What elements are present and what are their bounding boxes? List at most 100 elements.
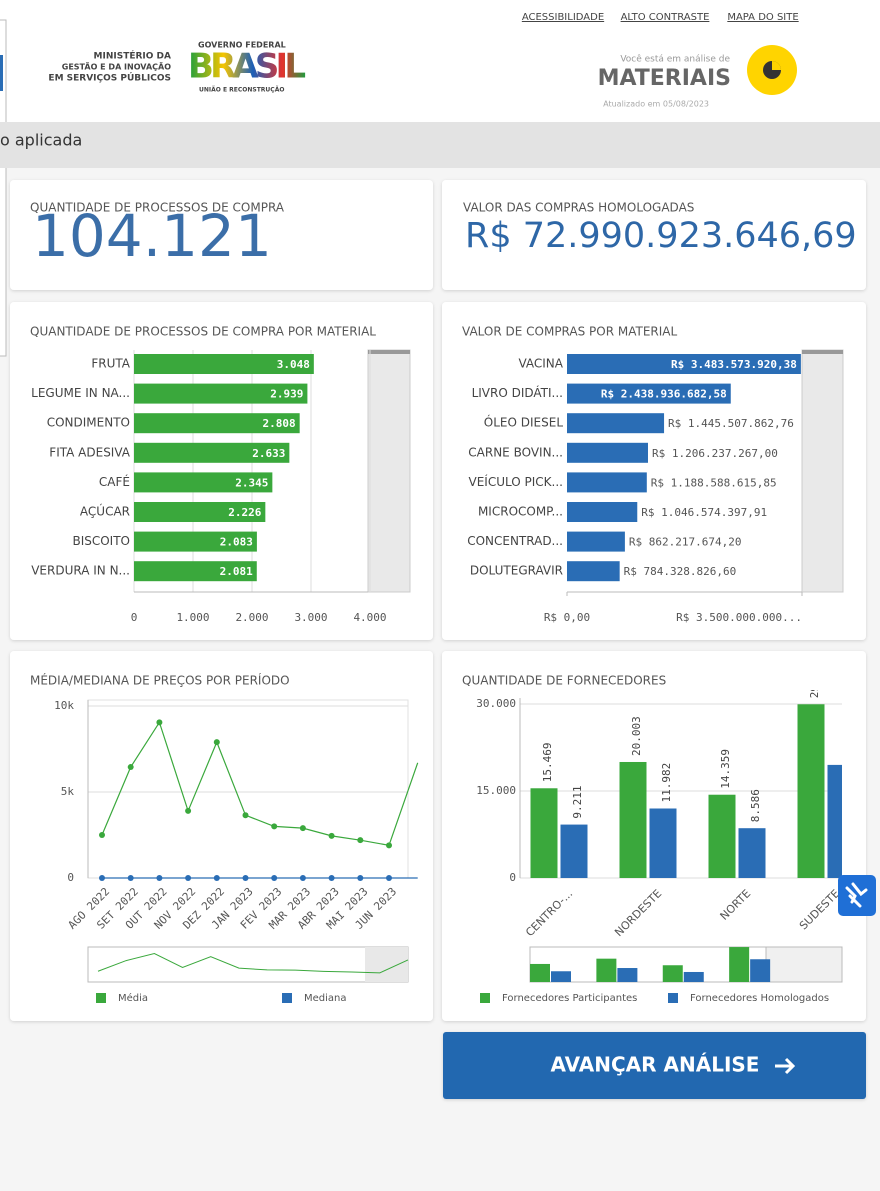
- action-button[interactable]: [443, 1032, 866, 1099]
- value-label: R$ 2.438.936.682,58: [601, 388, 727, 401]
- scrollbar: [801, 349, 844, 593]
- gov-logo-bottom: UNIÃO E RECONSTRUÇÃO: [199, 87, 284, 94]
- point: [127, 764, 134, 771]
- point: [328, 875, 335, 881]
- bar: [567, 383, 731, 404]
- category-label: CARNE BOVIN...: [468, 445, 563, 459]
- value-label: 3.048: [277, 358, 310, 371]
- chart-card: [10, 302, 433, 640]
- point: [213, 875, 220, 881]
- x-tick-label: 3.000: [294, 611, 327, 624]
- navigator-bar: [750, 959, 771, 982]
- y-tick-label: 0: [67, 871, 74, 884]
- value-label: 11.982: [660, 763, 673, 803]
- sign-language-icon: [845, 882, 868, 908]
- value-label: 15.469: [541, 743, 554, 783]
- kpi-title: QUANTIDADE DE PROCESSOS DE COMPRA: [30, 201, 285, 215]
- link[interactable]: ACESSIBILIDADE: [522, 12, 604, 23]
- category-label: VACINA: [518, 357, 563, 371]
- category-label: CONCENTRAD...: [467, 534, 563, 548]
- legend-swatch: [668, 993, 678, 1003]
- value-label: 2.939: [270, 388, 303, 401]
- analysis-subject: MATERIAIS: [598, 66, 731, 91]
- filter-text: o aplicada: [0, 131, 82, 150]
- navigator-bar: [683, 971, 704, 982]
- link[interactable]: ALTO CONTRASTE: [621, 12, 710, 23]
- filter-bar: [0, 122, 880, 168]
- ministry-line: EM SERVIÇOS PÚBLICOS: [48, 72, 171, 84]
- point: [213, 739, 220, 746]
- navigator-bar: [729, 947, 750, 982]
- chart-title: VALOR DE COMPRAS POR MATERIAL: [462, 325, 678, 339]
- value-label: 2.808: [263, 417, 296, 430]
- analysis-label: Você está em análise de: [620, 54, 730, 65]
- value-label: 2.081: [220, 565, 253, 578]
- navigator-outside: [365, 947, 408, 982]
- value-label: R$ 3.483.573.920,38: [671, 358, 797, 371]
- value-label: 8.586: [749, 789, 762, 822]
- point: [299, 825, 306, 832]
- legend-swatch: [96, 993, 106, 1003]
- series-line: [101, 720, 419, 847]
- kpi-title: VALOR DAS COMPRAS HOMOLOGADAS: [463, 201, 694, 215]
- value-label: 2.345: [235, 476, 268, 489]
- value-label: 9.211: [571, 785, 584, 818]
- value-label: 2.083: [220, 536, 253, 549]
- category-label: VERDURA IN N...: [31, 564, 130, 578]
- action-button-label: AVANÇAR ANÁLISE: [551, 1053, 760, 1077]
- y-tick-label: 0: [509, 871, 516, 884]
- side-panel: [0, 19, 7, 357]
- gov-logo-top: GOVERNO FEDERAL: [198, 41, 286, 50]
- bar: [567, 354, 801, 374]
- kpi-card: [10, 180, 433, 290]
- chart-card: [442, 302, 866, 640]
- y-tick-label: 10k: [54, 699, 74, 712]
- scrollbar-thumb: [368, 350, 410, 354]
- ministry-line: GESTÃO E DA INOVAÇÃO: [62, 62, 171, 72]
- accessibility-button[interactable]: [838, 875, 876, 916]
- point: [99, 832, 105, 838]
- bar: [797, 704, 825, 878]
- value-label: R$ 1.188.588.615,85: [651, 476, 777, 489]
- point: [156, 719, 163, 726]
- scrollbar: [367, 349, 411, 593]
- value-label: R$ 1.206.237.267,00: [652, 447, 778, 460]
- category-label: MICROCOMP...: [478, 505, 563, 519]
- bar: [134, 561, 257, 582]
- category-label: AÇÚCAR: [80, 504, 130, 519]
- x-tick-label: 1.000: [176, 611, 209, 624]
- ministry-line: MINISTÉRIO DA: [94, 50, 171, 62]
- arrow-icon: [775, 1057, 796, 1075]
- bar: [567, 413, 665, 434]
- bar: [134, 472, 273, 493]
- bar: [134, 531, 257, 552]
- point: [299, 875, 306, 881]
- point: [242, 812, 249, 819]
- chart-title: QUANTIDADE DE PROCESSOS DE COMPRA POR MA…: [30, 325, 376, 339]
- value-label: R$ 1.445.507.862,76: [668, 417, 794, 430]
- category-label: FITA ADESIVA: [49, 445, 130, 459]
- point: [99, 875, 105, 881]
- bar: [567, 531, 625, 552]
- bar: [567, 442, 648, 463]
- legend-label: Média: [118, 992, 148, 1004]
- scrollbar-thumb: [802, 350, 843, 354]
- bar: [134, 442, 290, 463]
- bar: [134, 383, 308, 404]
- bar: [827, 764, 842, 878]
- x-tick-label: 2.000: [235, 611, 268, 624]
- legend-label: Fornecedores Homologados: [690, 993, 829, 1004]
- navigator-bar: [596, 958, 617, 982]
- y-tick-label: 15.000: [476, 784, 516, 797]
- point: [185, 807, 192, 814]
- value-label: 2.226: [228, 506, 261, 519]
- category-label: BISCOITO: [72, 534, 130, 548]
- legend-label: Fornecedores Participantes: [502, 993, 637, 1004]
- side-panel-accent: [0, 55, 3, 91]
- legend-label: Mediana: [304, 993, 347, 1004]
- value-label: R$ 862.217.674,20: [629, 536, 742, 549]
- category-label: LIVRO DIDÁTI...: [472, 385, 563, 400]
- point: [357, 837, 364, 844]
- link[interactable]: MAPA DO SITE: [727, 12, 798, 23]
